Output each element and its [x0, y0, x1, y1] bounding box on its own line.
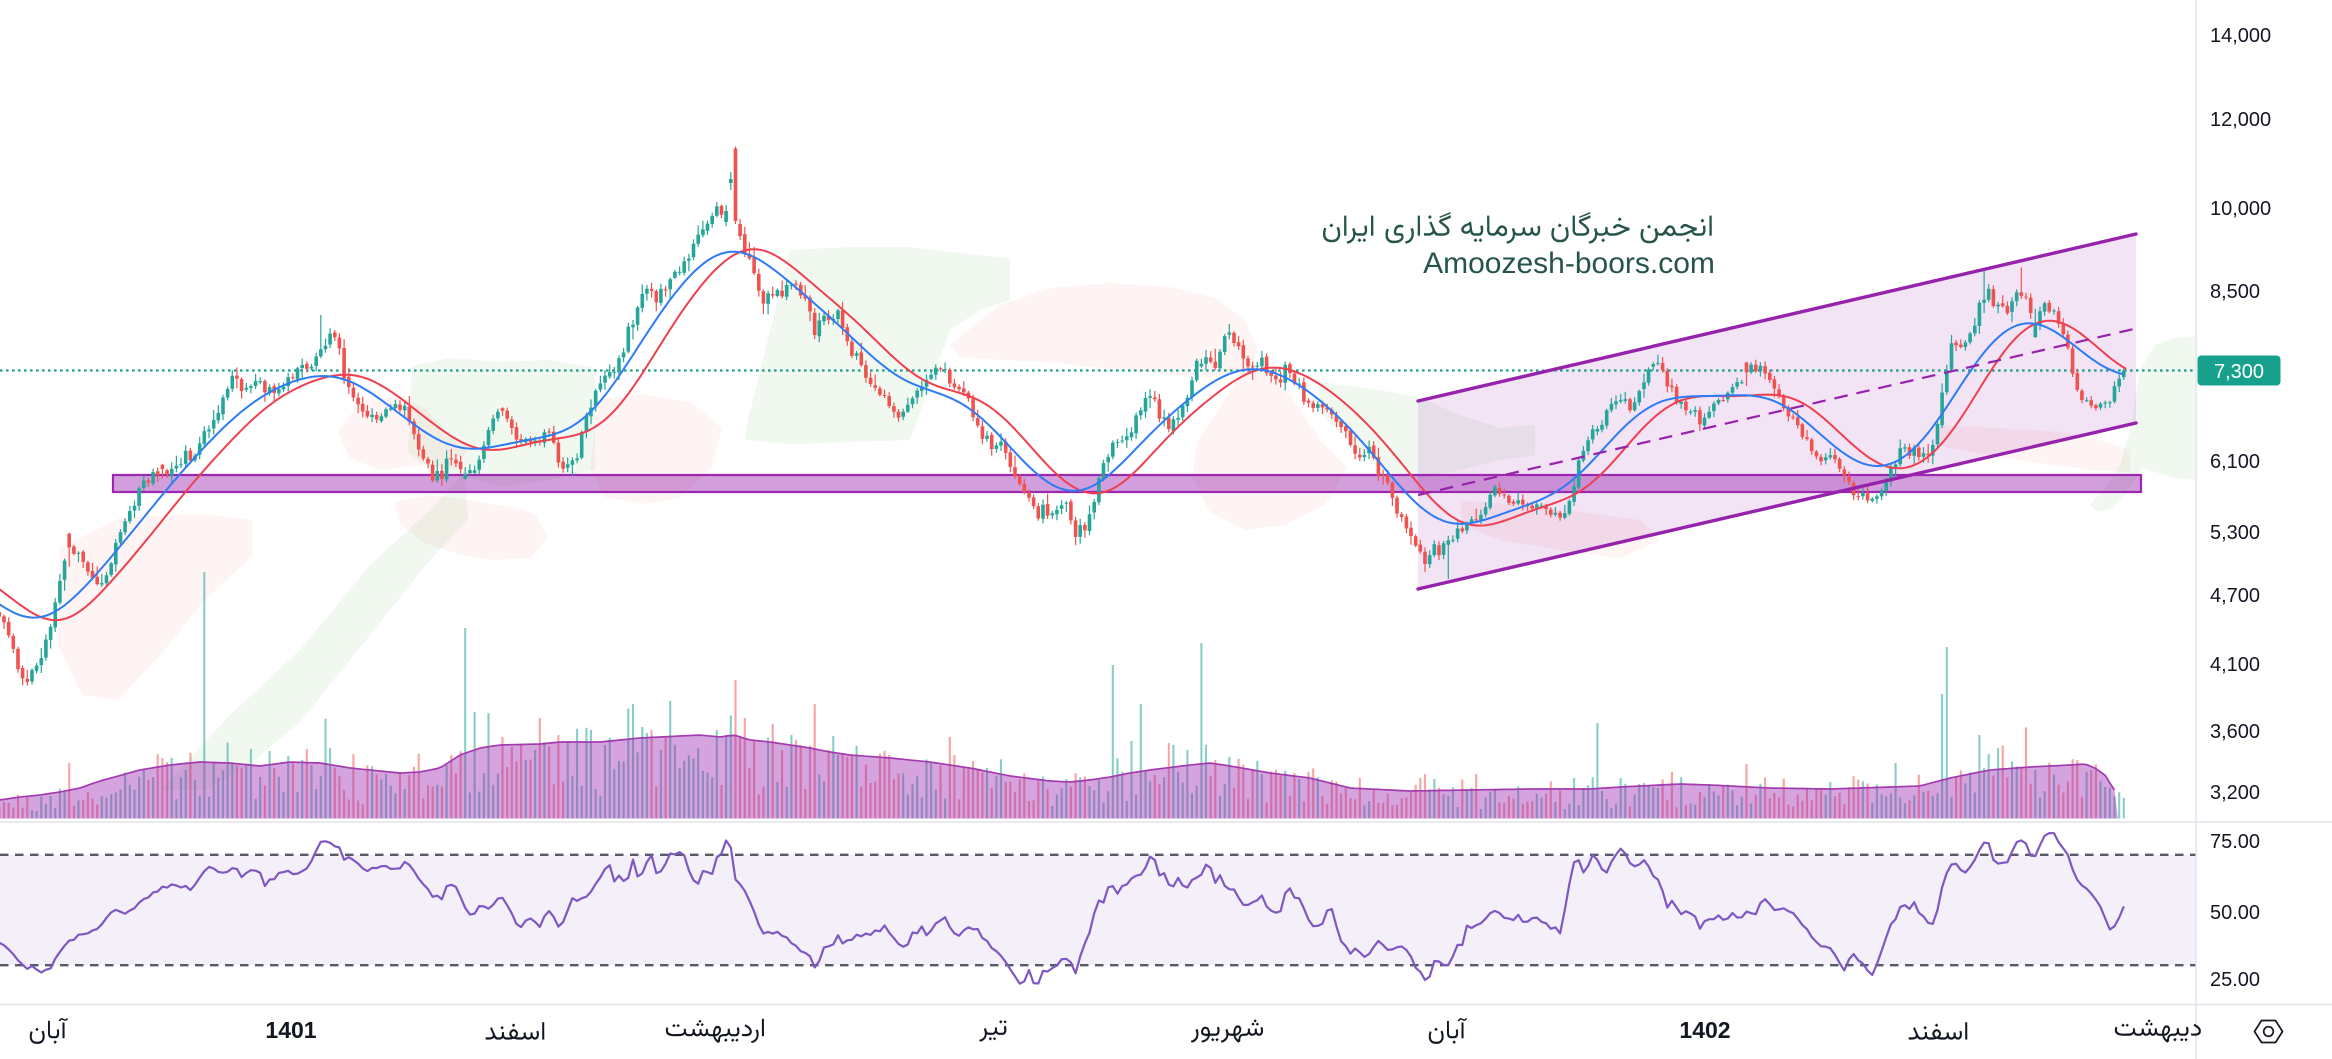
svg-text:14,000: 14,000: [2210, 25, 2271, 47]
svg-text:4,100: 4,100: [2210, 654, 2260, 676]
svg-text:1402: 1402: [1679, 1017, 1730, 1043]
svg-text:3,200: 3,200: [2210, 782, 2260, 804]
svg-text:Amoozesh-boors.com: Amoozesh-boors.com: [1423, 247, 1715, 280]
svg-text:10,000: 10,000: [2210, 198, 2271, 220]
svg-text:50.00: 50.00: [2210, 902, 2260, 924]
svg-text:7,300: 7,300: [2214, 361, 2264, 383]
svg-text:5,300: 5,300: [2210, 522, 2260, 544]
svg-text:12,000: 12,000: [2210, 109, 2271, 131]
svg-text:75.00: 75.00: [2210, 831, 2260, 853]
svg-text:8,500: 8,500: [2210, 281, 2260, 303]
svg-text:6,100: 6,100: [2210, 451, 2260, 473]
svg-text:1401: 1401: [265, 1017, 316, 1043]
svg-text:3,600: 3,600: [2210, 721, 2260, 743]
svg-text:4,700: 4,700: [2210, 585, 2260, 607]
svg-text:25.00: 25.00: [2210, 969, 2260, 991]
